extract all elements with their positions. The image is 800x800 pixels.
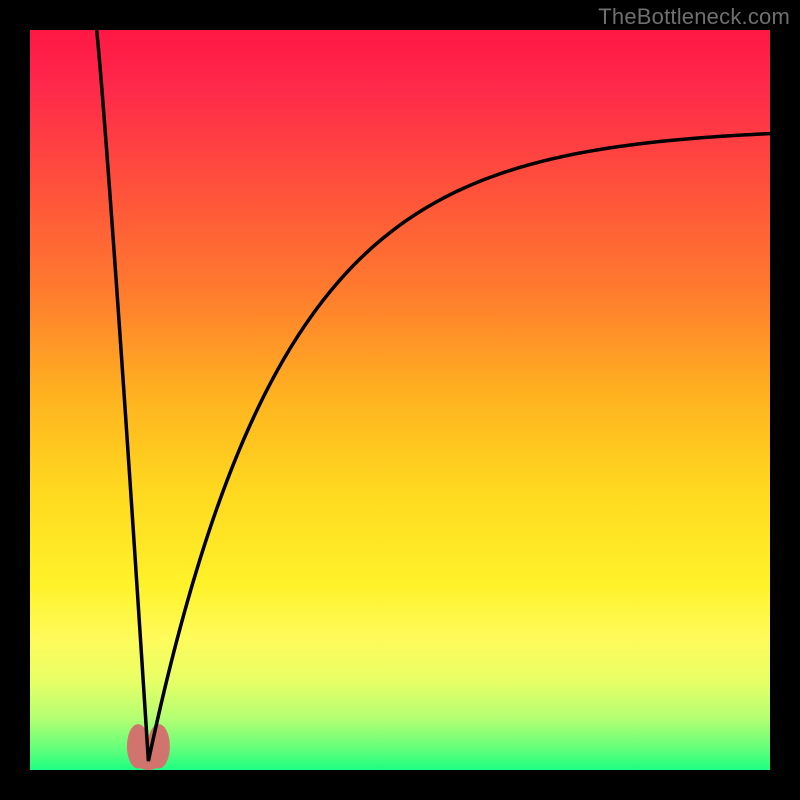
watermark-text: TheBottleneck.com bbox=[598, 4, 790, 30]
chart-svg bbox=[0, 0, 800, 800]
chart-root: TheBottleneck.com bbox=[0, 0, 800, 800]
